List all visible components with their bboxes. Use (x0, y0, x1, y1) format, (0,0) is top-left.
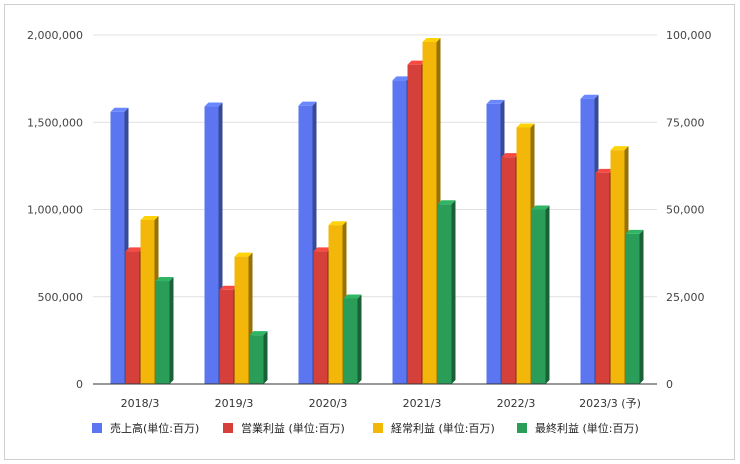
bar-top (580, 94, 599, 99)
bar-front (407, 64, 422, 384)
bar-top (110, 107, 129, 112)
bar-front (580, 98, 595, 384)
bar-top (298, 101, 317, 106)
bar-top (328, 221, 347, 226)
gridlines (93, 34, 657, 298)
bars (110, 37, 644, 385)
bar-front (343, 298, 358, 384)
bar-front (219, 289, 234, 384)
bar-side (639, 229, 644, 384)
legend-item: 売上高(単位:百万) (92, 421, 199, 435)
bar-front (610, 150, 625, 384)
left-tick-label: 0 (76, 378, 83, 391)
bar-front (422, 41, 437, 384)
bar-front (249, 335, 264, 384)
bar-top (501, 153, 520, 158)
category-label: 2020/3 (309, 397, 348, 410)
legend-label: 最終利益 (単位:百万) (535, 421, 639, 435)
category-label: 2023/3 (予) (579, 397, 641, 410)
bar-4 (437, 200, 456, 384)
bar-top (531, 205, 550, 210)
right-tick-label: 0 (666, 378, 673, 391)
bar-side (263, 331, 268, 384)
left-axis-ticks: 0 500,000 1,000,000 1,500,000 2,000,000 (27, 29, 83, 391)
bar-top (516, 123, 535, 128)
bar-top (392, 76, 411, 81)
left-tick-label: 1,500,000 (27, 116, 83, 129)
bar-4 (343, 294, 362, 384)
bar-front (234, 256, 249, 384)
legend-label: 営業利益 (単位:百万) (241, 421, 345, 435)
legend-swatch (517, 423, 527, 433)
bar-top (625, 229, 644, 234)
bar-top (140, 215, 159, 220)
legend-swatch (92, 423, 102, 433)
bar-front (204, 106, 219, 385)
bar-front (155, 281, 170, 384)
legend-item: 営業利益 (単位:百万) (223, 421, 345, 435)
right-tick-label: 50,000 (666, 204, 705, 217)
bar-4 (625, 229, 644, 384)
bar-front (595, 172, 610, 384)
bar-side (451, 200, 456, 384)
category-label: 2021/3 (403, 397, 442, 410)
bar-top (486, 99, 505, 104)
category-label: 2019/3 (215, 397, 254, 410)
bar-front (437, 204, 452, 384)
bar-front (531, 209, 546, 384)
bar-front (516, 127, 531, 385)
bar-top (610, 146, 629, 151)
bar-4 (531, 205, 550, 384)
legend-label: 売上高(単位:百万) (110, 421, 199, 435)
bar-front (486, 103, 501, 385)
bar-side (169, 277, 174, 384)
left-tick-label: 500,000 (38, 291, 84, 304)
bar-top (249, 331, 268, 336)
bar-front (140, 219, 155, 384)
bar-top (407, 60, 426, 65)
bar-4 (249, 331, 268, 384)
category-label: 2018/3 (121, 397, 160, 410)
bar-front (501, 157, 516, 384)
bar-front (298, 105, 313, 385)
bar-top (422, 37, 441, 42)
left-tick-label: 1,000,000 (27, 204, 83, 217)
bar-4 (155, 277, 174, 384)
right-tick-label: 25,000 (666, 291, 705, 304)
bar-front (625, 233, 640, 384)
bar-top (155, 277, 174, 282)
right-tick-label: 75,000 (666, 116, 705, 129)
bar-top (343, 294, 362, 299)
bar-side (545, 205, 550, 384)
bar-top (437, 200, 456, 205)
bar-top (313, 247, 332, 252)
bar-front (110, 111, 125, 384)
bar-front (392, 80, 407, 385)
legend-item: 最終利益 (単位:百万) (517, 421, 639, 435)
left-tick-label: 2,000,000 (27, 29, 83, 42)
legend-swatch (373, 423, 383, 433)
category-labels: 2018/3 2019/3 2020/3 2021/3 2022/3 2023/3 (予) (121, 397, 641, 410)
legend-label: 経常利益 (単位:百万) (391, 421, 495, 435)
right-tick-label: 100,000 (666, 29, 712, 42)
bar-front (328, 225, 343, 384)
bar-top (234, 252, 253, 257)
category-label: 2022/3 (497, 397, 536, 410)
bar-front (125, 251, 140, 384)
right-axis-ticks: 0 25,000 50,000 75,000 100,000 (666, 29, 712, 391)
bar-top (219, 285, 238, 290)
legend-item: 経常利益 (単位:百万) (373, 421, 495, 435)
bar-front (313, 251, 328, 384)
bar-side (357, 294, 362, 384)
legend: 売上高(単位:百万) 営業利益 (単位:百万) 経常利益 (単位:百万) 最終利益 (… (92, 421, 639, 435)
bar-top (125, 247, 144, 252)
bar-top (204, 102, 223, 107)
legend-swatch (223, 423, 233, 433)
bar-top (595, 168, 614, 173)
